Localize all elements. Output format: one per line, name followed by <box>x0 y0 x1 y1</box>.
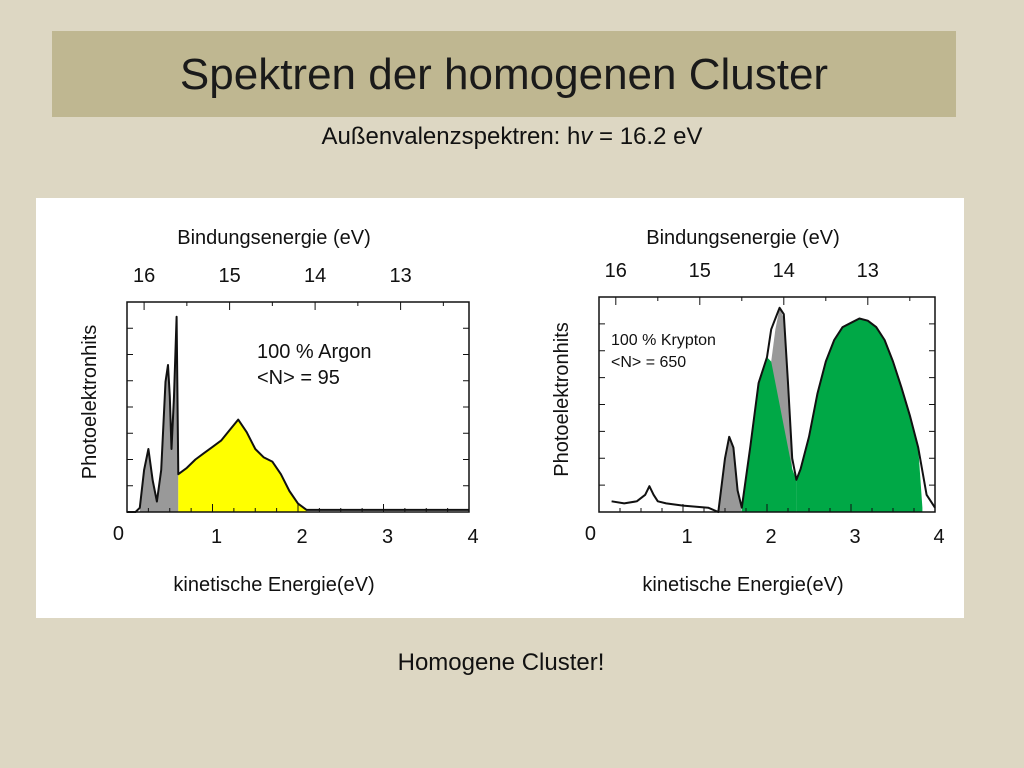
x-tick-label: 1 <box>211 526 222 548</box>
series-fill-3 <box>741 357 797 512</box>
x-tick-label: 4 <box>933 526 944 548</box>
spectrum-line <box>127 315 469 513</box>
annotation-line: 100 % Krypton <box>611 332 716 349</box>
top-tick-label: 13 <box>857 260 879 282</box>
top-tick-label: 14 <box>304 265 326 287</box>
subtitle-nu: v <box>580 123 593 150</box>
conclusion-text: Homogene Cluster! <box>397 649 605 676</box>
x-tick-label: 3 <box>382 526 393 548</box>
top-tick-label: 15 <box>218 265 240 287</box>
top-axis-title: Bindungsenergie (eV) <box>646 227 839 249</box>
x-axis-title: kinetische Energie(eV) <box>173 574 374 596</box>
spectrum-line <box>611 306 936 513</box>
x-tick-label: 0 <box>113 523 124 545</box>
top-axis-title: Bindungsenergie (eV) <box>177 227 370 249</box>
subtitle: Außenvalenzspektren: hv = 16.2 eV <box>0 122 1024 152</box>
x-tick-label: 2 <box>765 526 776 548</box>
top-tick-label: 16 <box>605 260 627 282</box>
y-axis-title: Photoelektronhits <box>551 322 573 477</box>
annotation-line: <N> = 95 <box>257 367 340 389</box>
y-axis-title: Photoelektronhits <box>79 325 101 480</box>
top-tick-label: 14 <box>773 260 795 282</box>
chart-2: 0 1 2 3 4 16 15 14 13 Bindungsenergie (eV) kinetis… <box>551 227 945 596</box>
subtitle-prefix: Außenvalenzspektren: h <box>321 123 581 150</box>
annotation-line: 100 % Argon <box>257 341 372 363</box>
x-tick-label: 3 <box>849 526 860 548</box>
series-fill-4 <box>796 318 923 512</box>
annotation-line: <N> = 650 <box>611 354 686 371</box>
chart-1: 0 1 2 3 4 16 15 14 13 Bindungsenergie (eV) kinetis… <box>79 227 479 596</box>
x-tick-label: 2 <box>296 526 307 548</box>
x-tick-label: 0 <box>585 523 596 545</box>
top-tick-label: 15 <box>689 260 711 282</box>
top-tick-label: 13 <box>389 265 411 287</box>
title-band: Spektren der homogenen Cluster <box>52 31 956 117</box>
series-fill-2 <box>178 419 307 512</box>
x-axis-title: kinetische Energie(eV) <box>642 574 843 596</box>
slide-title: Spektren der homogenen Cluster <box>179 50 829 99</box>
x-tick-label: 1 <box>681 526 692 548</box>
x-tick-label: 4 <box>467 526 478 548</box>
figure-panel: 0 1 2 3 4 16 15 14 13 Bindungsenergie (eV) kinetis… <box>36 198 964 618</box>
top-tick-label: 16 <box>133 265 155 287</box>
subtitle-suffix: = 16.2 eV <box>592 123 703 150</box>
series-fill-1 <box>718 436 742 512</box>
